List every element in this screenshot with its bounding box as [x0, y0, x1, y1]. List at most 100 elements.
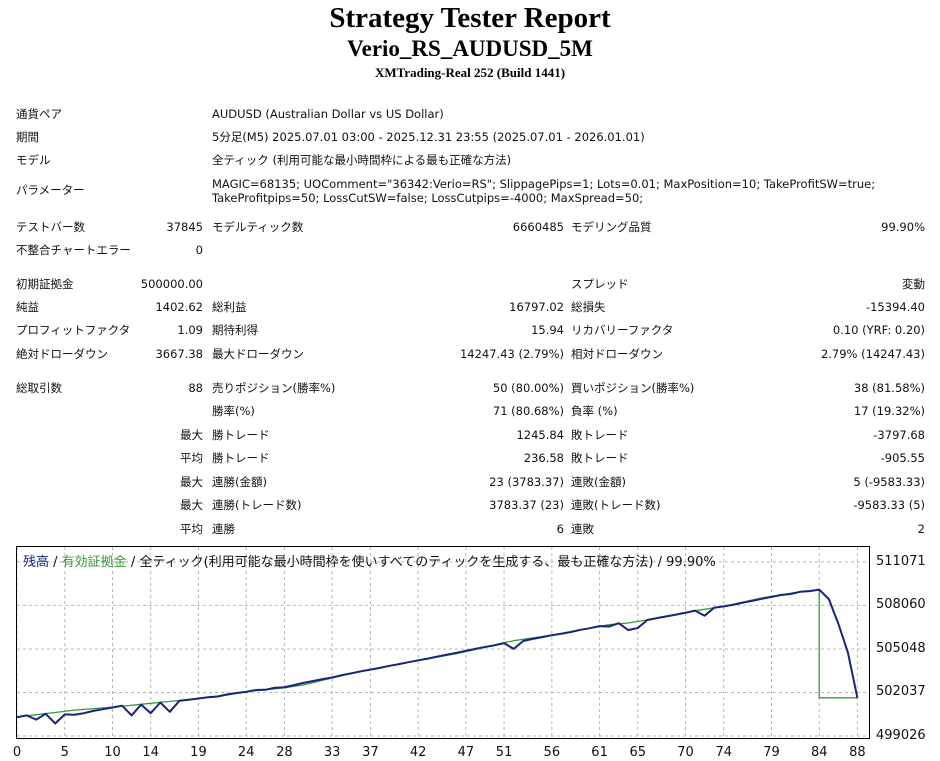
x-tick-label: 33 [323, 745, 341, 760]
x-tick-label: 74 [715, 745, 732, 760]
x-tick-label: 47 [457, 745, 475, 760]
gross-profit-label: 総利益 [212, 300, 247, 314]
x-tick-label: 70 [677, 745, 694, 760]
consec-loss-trd-label: 連敗(トレード数) [571, 498, 661, 512]
avg-loss-value: -905.55 [880, 451, 925, 465]
x-tick-label: 14 [142, 745, 159, 760]
y-tick-label: 502037 [876, 684, 926, 700]
x-tick-label: 79 [763, 745, 780, 760]
gross-loss-value: -15394.40 [865, 300, 925, 314]
x-tick-label: 24 [237, 745, 255, 760]
x-tick-label: 37 [362, 745, 379, 760]
params-value: MAGIC=68135; UOComment="36342:Verio=RS";… [212, 177, 876, 205]
consec-win-amt-value: 23 (3783.37) [489, 475, 564, 489]
short-label: 売りポジション(勝率%) [212, 381, 336, 395]
pf-value: 1.09 [177, 323, 203, 337]
recovery-label: リカバリーファクタ [571, 323, 674, 337]
avg-consec-win-label: 連勝 [212, 522, 235, 536]
chart-legend: 残高 / 有効証拠金 / 全ティック(利用可能な最小時間枠を使いすべてのティック… [23, 551, 716, 570]
report-title: Strategy Tester Report [329, 2, 611, 34]
consec-win-amt-label: 連勝(金額) [212, 475, 267, 489]
gross-profit-value: 16797.02 [509, 300, 564, 314]
server-info: XMTrading-Real 252 (Build 1441) [374, 65, 566, 80]
chart-plot [17, 547, 869, 738]
model-label: モデル [16, 153, 51, 167]
lossrate-value: 17 (19.32%) [853, 404, 925, 418]
balance-series-line [17, 588, 859, 725]
max-loss-value: -3797.68 [873, 428, 925, 442]
x-tick-label: 0 [12, 745, 22, 760]
spread-label: スプレッド [571, 277, 629, 291]
pair-label: 通貨ペア [16, 107, 62, 121]
model-value: 全ティック (利用可能な最小時間枠による最も正確な方法) [212, 153, 512, 167]
legend-equity: 有効証拠金 [61, 555, 127, 570]
avg-consec-loss-label: 連敗 [571, 522, 594, 536]
avg-label: 平均 [180, 451, 203, 465]
legend-sep-1: / [49, 555, 62, 570]
lossrate-label: 負率 (%) [571, 404, 618, 418]
x-tick-label: 51 [495, 745, 513, 760]
consec-loss-amt-value: 5 (-9583.33) [853, 475, 925, 489]
gross-loss-label: 総損失 [571, 300, 606, 314]
x-tick-label: 5 [60, 745, 69, 760]
expected-label: 期待利得 [212, 323, 258, 337]
legend-balance: 残高 [23, 555, 50, 570]
max-loss-label: 敗トレード [571, 428, 629, 442]
avg-win-label: 勝トレード [212, 451, 270, 465]
params-label: パラメーター [16, 183, 85, 197]
y-tick-label: 505048 [876, 640, 926, 656]
max-label-3: 最大 [180, 498, 203, 512]
x-tick-label: 42 [409, 745, 427, 760]
avg-loss-label: 敗トレード [571, 451, 629, 465]
short-value: 50 (80.00%) [492, 381, 564, 395]
period-value: 5分足(M5) 2025.07.01 03:00 - 2025.12.31 23… [212, 130, 645, 144]
consec-win-trd-label: 連勝(トレード数) [212, 498, 302, 512]
ticks-value: 6660485 [512, 220, 564, 234]
avg-label-2: 平均 [180, 522, 203, 536]
equity-series-line [17, 589, 858, 718]
net-value: 1402.62 [155, 300, 203, 314]
quality-value: 99.90% [881, 220, 925, 234]
winrate-value: 71 (80.68%) [492, 404, 564, 418]
mismatch-label: 不整合チャートエラー [16, 243, 131, 257]
long-label: 買いポジション(勝率%) [571, 381, 695, 395]
bars-label: テストバー数 [16, 220, 85, 234]
max-win-value: 1245.84 [516, 428, 564, 442]
spread-value: 変動 [902, 277, 925, 291]
max-label: 最大 [180, 428, 203, 442]
x-tick-label: 61 [591, 745, 608, 760]
abs-dd-value: 3667.38 [155, 347, 203, 361]
pair-value: AUDUSD (Australian Dollar vs US Dollar) [212, 107, 444, 121]
ticks-label: モデルティック数 [212, 220, 304, 234]
pf-label: プロフィットファクタ [16, 323, 131, 337]
expected-value: 15.94 [531, 323, 564, 337]
legend-sep-2: / [126, 555, 140, 570]
recovery-value: 0.10 (YRF: 0.20) [832, 323, 925, 337]
avg-consec-loss-value: 2 [917, 522, 925, 536]
max-label-2: 最大 [180, 475, 203, 489]
max-win-label: 勝トレード [212, 428, 270, 442]
deposit-value: 500000.00 [140, 277, 203, 291]
long-value: 38 (81.58%) [853, 381, 925, 395]
x-tick-label: 88 [849, 745, 866, 760]
y-tick-label: 499026 [876, 728, 926, 743]
bars-value: 37845 [166, 220, 203, 234]
x-tick-label: 56 [543, 745, 561, 760]
quality-label: モデリング品質 [571, 220, 652, 234]
winrate-label: 勝率(%) [212, 404, 255, 418]
x-tick-label: 19 [190, 745, 207, 760]
y-tick-label: 508060 [876, 597, 926, 613]
consec-loss-trd-value: -9583.33 (5) [853, 498, 925, 512]
max-dd-value: 14247.43 (2.79%) [459, 347, 564, 361]
period-label: 期間 [16, 130, 39, 144]
consec-loss-amt-label: 連敗(金額) [571, 475, 626, 489]
report-subtitle: Verio_RS_AUDUSD_5M [347, 36, 593, 61]
deposit-label: 初期証拠金 [16, 277, 74, 291]
y-tick-label: 511071 [876, 553, 926, 569]
x-tick-label: 65 [629, 745, 647, 760]
x-tick-label: 28 [276, 745, 293, 760]
abs-dd-label: 絶対ドローダウン [16, 347, 108, 361]
equity-chart: 残高 / 有効証拠金 / 全ティック(利用可能な最小時間枠を使いすべてのティック… [16, 546, 870, 739]
trades-label: 総取引数 [16, 381, 62, 395]
avg-win-value: 236.58 [523, 451, 564, 465]
